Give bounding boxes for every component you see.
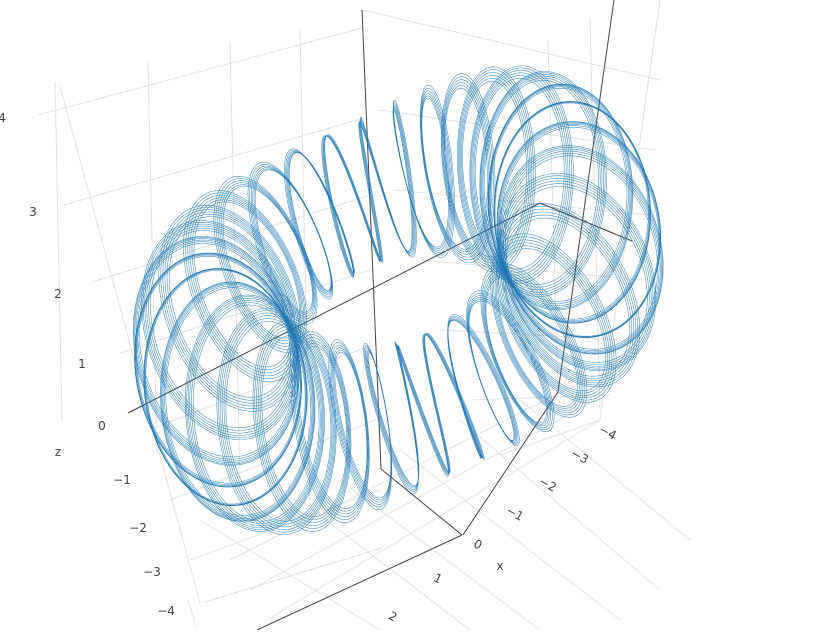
grid-line — [361, 9, 661, 81]
y-axis-line-front — [256, 534, 463, 631]
z-tick-label: −1 — [113, 473, 131, 487]
x-tick-label: 2 — [386, 608, 399, 624]
grid-line — [229, 379, 586, 561]
z-axis-title: z — [55, 445, 61, 459]
z-tick-label: 2 — [54, 287, 62, 301]
grid-line — [59, 85, 201, 604]
y-axis-line — [127, 202, 541, 414]
grid-line — [199, 519, 381, 631]
z-tick-label: −2 — [129, 521, 147, 535]
x-tick-label: −2 — [537, 474, 559, 495]
grid-line — [187, 599, 197, 627]
grid-line — [269, 419, 601, 619]
series-strand — [132, 77, 664, 522]
grid-line — [119, 269, 371, 354]
grid-line — [399, 449, 621, 621]
series-layer — [132, 65, 664, 535]
x-tick-label: −4 — [597, 422, 619, 443]
grid-line — [91, 195, 369, 283]
grid-line — [459, 419, 661, 591]
grid-line — [37, 27, 363, 116]
grid-line — [63, 117, 365, 206]
grid-line — [189, 489, 381, 561]
grid-line — [394, 189, 651, 216]
grid-line — [519, 399, 691, 541]
grid-line — [54, 81, 63, 421]
z-tick-label: 3 — [29, 205, 37, 219]
grid-line — [299, 27, 311, 506]
grid-line — [204, 547, 383, 603]
x-tick-label: −1 — [504, 503, 526, 524]
grid-line — [229, 43, 241, 481]
depth-axis-line — [539, 202, 633, 242]
z-tick-label: 0 — [98, 419, 106, 433]
back-bottom-line — [462, 391, 559, 536]
series-strand — [135, 67, 660, 533]
x-tick-label: 1 — [431, 570, 444, 586]
grid-line — [499, 419, 601, 456]
z-tick-label: −3 — [143, 565, 161, 579]
x-axis-line — [380, 468, 463, 536]
series-strand — [133, 75, 663, 525]
z-tick-label: 4 — [0, 111, 6, 125]
grid-line — [379, 109, 656, 151]
x-tick-label: 0 — [471, 536, 484, 552]
grid-line — [147, 61, 158, 456]
series-strand — [136, 65, 660, 535]
grid-line — [589, 19, 601, 411]
z-tick-label: −4 — [157, 604, 175, 618]
z-tick-label: 1 — [78, 357, 86, 371]
series-strand — [134, 72, 662, 528]
grid-line — [249, 399, 596, 591]
x-axis-title: x — [496, 559, 503, 573]
grid-line — [419, 259, 643, 281]
x-tick-label: −3 — [569, 446, 591, 467]
back-vertical-line — [557, 0, 615, 393]
